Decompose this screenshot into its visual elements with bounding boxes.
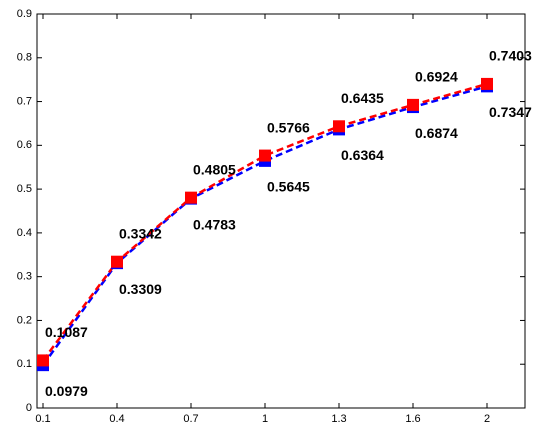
y-tick-label: 0.5	[17, 183, 32, 195]
marker	[185, 191, 197, 204]
marker	[481, 77, 493, 90]
y-tick-label: 0.1	[17, 358, 32, 370]
data-label: 0.6874	[415, 125, 458, 141]
data-label: 0.5766	[267, 119, 310, 135]
data-label: 0.6364	[341, 147, 384, 163]
x-tick-label: 1.3	[331, 413, 346, 425]
y-tick-label: 0.7	[17, 95, 32, 107]
data-label: 0.6435	[341, 90, 384, 106]
y-tick-label: 0.9	[17, 8, 32, 20]
x-tick-label: 0.7	[183, 413, 198, 425]
data-label: 0.4805	[193, 161, 236, 177]
y-tick-label: 0.2	[17, 314, 32, 326]
x-tick-label: 0.1	[35, 413, 50, 425]
x-tick-label: 0.4	[109, 413, 124, 425]
y-tick-label: 0.4	[17, 227, 32, 239]
x-tick-label: 2	[484, 413, 490, 425]
y-tick-label: 0.6	[17, 139, 32, 151]
data-label: 0.3342	[119, 225, 162, 241]
y-tick-label: 0	[26, 402, 32, 414]
data-label: 0.1087	[45, 324, 88, 340]
data-label: 0.3309	[119, 281, 162, 297]
data-label: 0.5645	[267, 179, 310, 195]
marker	[111, 255, 123, 268]
marker	[259, 149, 271, 162]
x-tick-label: 1.6	[405, 413, 420, 425]
marker	[333, 120, 345, 133]
data-label: 0.7403	[489, 48, 532, 64]
data-label: 0.7347	[489, 104, 532, 120]
data-label: 0.0979	[45, 383, 88, 399]
marker	[37, 354, 49, 367]
data-label: 0.6924	[415, 69, 458, 85]
y-tick-label: 0.8	[17, 52, 32, 64]
data-label: 0.4783	[193, 216, 236, 232]
marker	[407, 98, 419, 111]
x-tick-label: 1	[262, 413, 268, 425]
plot-frame	[36, 13, 526, 409]
y-tick-label: 0.3	[17, 271, 32, 283]
